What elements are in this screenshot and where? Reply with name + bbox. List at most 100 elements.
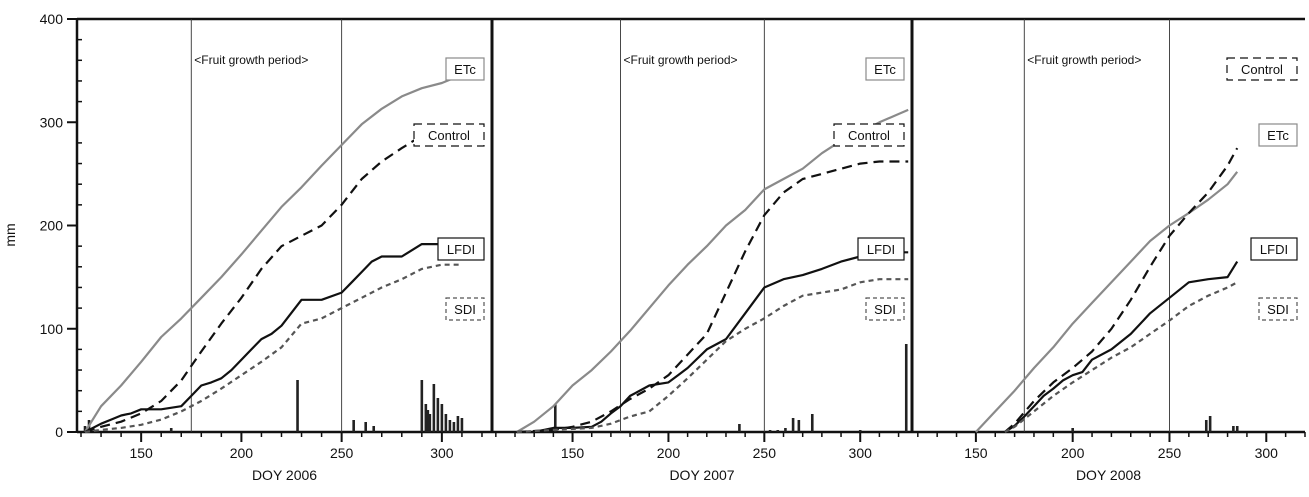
rain-bar: [768, 430, 772, 432]
rain-bar: [1208, 416, 1212, 432]
rain-bar: [169, 428, 173, 432]
y-tick-label: 100: [40, 321, 64, 337]
rain-bar: [784, 428, 787, 432]
legend-control: Control: [1226, 57, 1298, 81]
rain-bar: [858, 430, 862, 432]
panel-3: 150 200 250 300 DOY 2008 <Fruit growth period…: [910, 17, 1306, 483]
series-line-control: [1004, 147, 1239, 433]
legend-box: [1258, 123, 1298, 147]
rain-bar: [738, 424, 741, 432]
series-line-sdi: [516, 278, 909, 434]
y-tick-label: 0: [55, 424, 63, 440]
x-tick-label: 250: [753, 445, 777, 461]
legend-control: Control: [833, 123, 905, 147]
series-line-etc: [84, 73, 463, 433]
panel-2: 150 200 250 300 DOY 2007 <Fruit growth period…: [490, 17, 912, 483]
y-axis-label: mm: [2, 223, 18, 246]
legend-box: [445, 57, 485, 81]
series-line-lfdi: [1004, 261, 1239, 433]
x-tick-label: 300: [849, 445, 873, 461]
y-tick-label: 200: [40, 218, 64, 234]
x-axis-label: DOY 2006: [252, 467, 317, 483]
legend-lfdi: LFDI: [857, 237, 905, 261]
legend-box: [437, 237, 485, 261]
legend-label: ETc: [874, 62, 896, 77]
legend-label: SDI: [454, 302, 476, 317]
legend-box: [833, 123, 905, 147]
rain-bar: [1232, 426, 1235, 432]
x-axis-label: DOY 2008: [1076, 467, 1141, 483]
rain-bar: [1235, 426, 1239, 432]
x-tick-label: 300: [1255, 445, 1279, 461]
legend-etc: ETc: [865, 57, 905, 81]
x-tick-label: 150: [561, 445, 585, 461]
legend-label: Control: [1241, 62, 1283, 77]
series-line-sdi: [84, 263, 462, 434]
series-line-etc: [975, 171, 1239, 433]
series-line-etc: [516, 108, 909, 433]
x-tick-label: 150: [129, 445, 153, 461]
legend-box: [857, 237, 905, 261]
y-tick-label: 400: [40, 11, 64, 27]
legend-label: Control: [428, 128, 470, 143]
rain-bar: [810, 414, 814, 432]
rain-bar: [420, 380, 424, 432]
legend-label: Control: [848, 128, 890, 143]
x-tick-label: 300: [430, 445, 454, 461]
fruit-growth-annotation: <Fruit growth period>: [623, 53, 737, 67]
rain-bar: [448, 420, 452, 432]
rain-bar: [296, 380, 299, 432]
legend-control: Control: [413, 123, 485, 147]
series-line-sdi: [1004, 281, 1238, 433]
legend-box: [445, 297, 485, 321]
legend-label: SDI: [874, 302, 896, 317]
rain-bar: [1071, 428, 1074, 432]
rain-bar: [364, 422, 367, 432]
legend-box: [1226, 57, 1298, 81]
rain-bar: [456, 416, 460, 432]
rain-bar: [460, 418, 464, 432]
series-line-lfdi: [516, 251, 909, 434]
rain-bar: [797, 420, 801, 432]
legend-lfdi: LFDI: [1250, 237, 1298, 261]
rain-bar: [352, 420, 355, 432]
legend-sdi: SDI: [1258, 297, 1298, 321]
rain-bar: [452, 422, 456, 432]
legend-etc: ETc: [445, 57, 485, 81]
rain-bar: [428, 414, 432, 432]
x-tick-label: 150: [964, 445, 988, 461]
rain-bar: [372, 426, 376, 432]
rain-bar: [426, 410, 430, 432]
rain-bar: [1204, 420, 1208, 432]
legend-box: [1250, 237, 1298, 261]
x-tick-label: 250: [1158, 445, 1182, 461]
rain-bar: [83, 426, 87, 432]
y-axis: 0 100 200 300 400: [40, 11, 82, 440]
series-line-lfdi: [84, 243, 462, 433]
fruit-growth-annotation: <Fruit growth period>: [1027, 53, 1141, 67]
rain-bar: [432, 384, 436, 432]
legend-box: [865, 57, 905, 81]
fruit-growth-annotation: <Fruit growth period>: [194, 53, 308, 67]
legend-etc: ETc: [1258, 123, 1298, 147]
x-tick-label: 200: [657, 445, 681, 461]
series-line-control: [516, 160, 909, 434]
x-tick-label: 200: [1061, 445, 1085, 461]
legend-lfdi: LFDI: [437, 237, 485, 261]
legend-label: LFDI: [1260, 242, 1288, 257]
y-tick-label: 300: [40, 114, 64, 130]
legend-box: [1258, 297, 1298, 321]
rain-bar: [440, 404, 444, 432]
rain-bar: [904, 344, 908, 432]
rain-bar: [444, 414, 448, 432]
legend-sdi: SDI: [865, 297, 905, 321]
x-tick-label: 250: [330, 445, 354, 461]
legend-label: SDI: [1267, 302, 1289, 317]
x-tick-label: 200: [230, 445, 254, 461]
panel-1: 150 200 250 300 DOY 2006 <Fruit growth period…: [77, 17, 492, 483]
rain-bar: [791, 418, 795, 432]
legend-sdi: SDI: [445, 297, 485, 321]
rain-bar: [424, 404, 428, 432]
rain-bar: [436, 398, 440, 432]
